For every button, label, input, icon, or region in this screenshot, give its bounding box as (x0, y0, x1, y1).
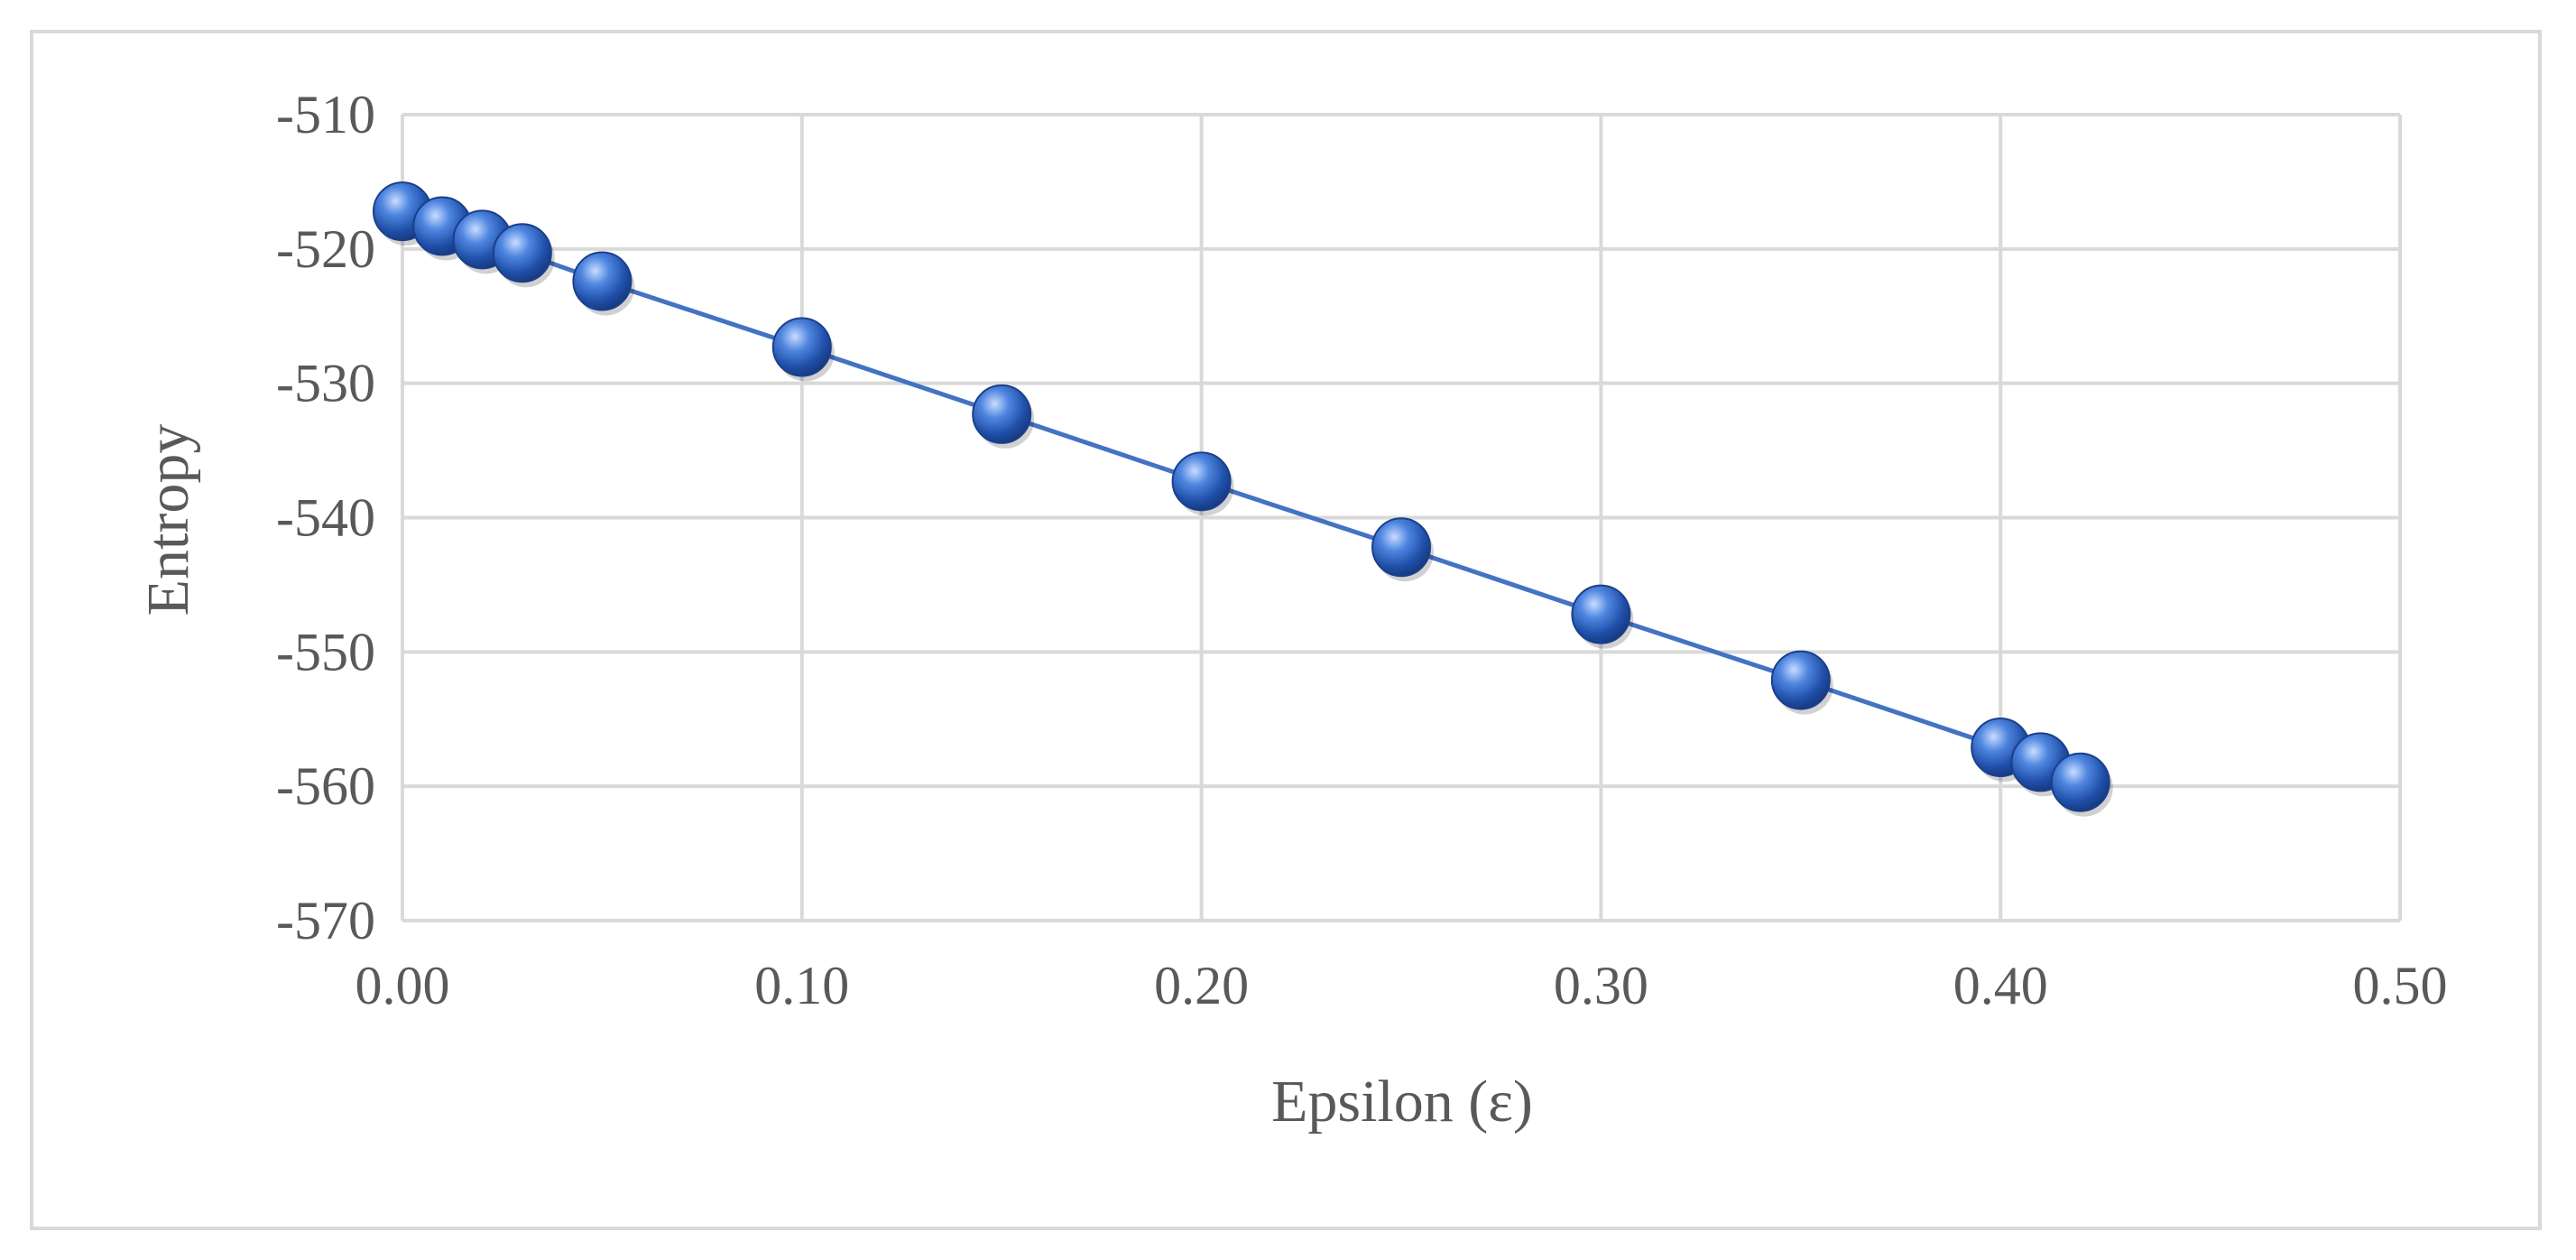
data-point (2050, 752, 2110, 812)
data-point (1571, 584, 1631, 644)
x-axis-title: Epsilon (ε) (1271, 1069, 1533, 1135)
x-tick-label: 0.30 (1554, 956, 1648, 1015)
y-tick-labels: -510 -520 -530 -540 -550 -560 -570 (276, 85, 375, 950)
data-point (492, 223, 552, 283)
y-tick-label: -530 (276, 354, 375, 413)
x-tick-label: 0.50 (2353, 956, 2448, 1015)
data-points (373, 181, 2113, 817)
x-tick-label: 0.20 (1154, 956, 1249, 1015)
data-point (972, 384, 1032, 444)
y-tick-label: -540 (276, 488, 375, 548)
y-tick-label: -570 (276, 891, 375, 950)
x-tick-labels: 0.00 0.10 0.20 0.30 0.40 0.50 (355, 956, 2448, 1015)
y-axis-title: Entropy (135, 424, 201, 616)
x-tick-label: 0.00 (355, 956, 450, 1015)
data-point (572, 251, 632, 311)
x-tick-label: 0.40 (1953, 956, 2048, 1015)
data-point (1371, 517, 1431, 578)
x-tick-label: 0.10 (754, 956, 849, 1015)
data-point (1171, 451, 1232, 512)
data-point (771, 317, 832, 377)
y-tick-label: -560 (276, 756, 375, 816)
y-tick-label: -520 (276, 219, 375, 279)
data-point (1770, 650, 1831, 710)
y-tick-label: -510 (276, 85, 375, 144)
y-tick-label: -550 (276, 622, 375, 681)
